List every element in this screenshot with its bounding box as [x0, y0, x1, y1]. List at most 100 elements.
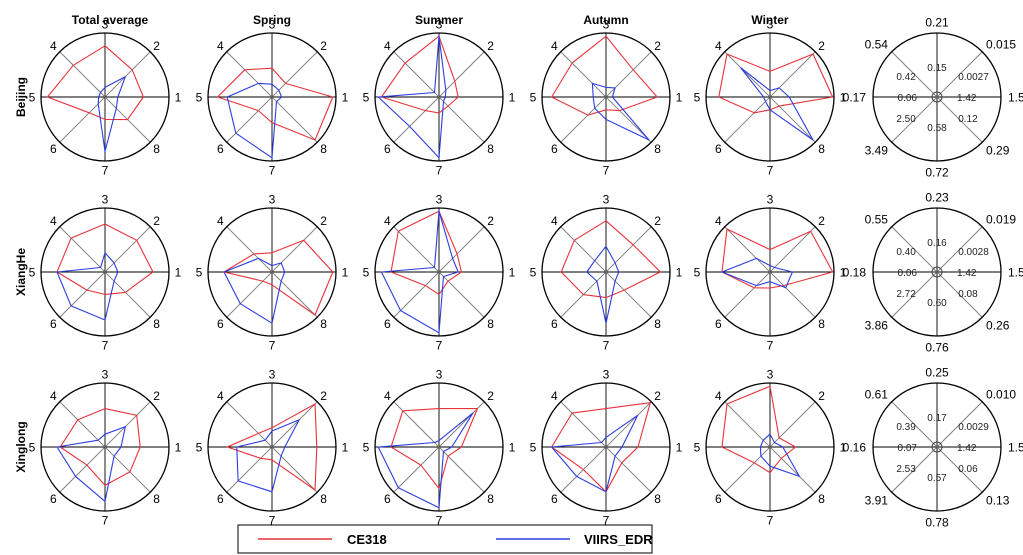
panel-beijing-autumn-axis-label-5: 5	[530, 91, 537, 105]
panel-xinglong-winter-axis-label-7: 7	[767, 514, 774, 528]
legend: CE318 VIIRS_EDR	[237, 524, 653, 554]
scale-xianghe-inner-value-1: 1.42	[957, 268, 977, 279]
panel-xinglong-autumn-axis-label-4: 4	[551, 389, 558, 403]
panel-beijing-spring: 1 2 3 4 5 6 7 8	[196, 18, 349, 178]
panel-beijing-summer-axis-label-8: 8	[487, 142, 494, 156]
panel-beijing-winter-axis-label-5: 5	[694, 91, 701, 105]
column-title-winter: Winter	[751, 13, 789, 27]
panel-xinglong-winter-spoke-4-8	[724, 401, 816, 493]
panel-beijing-winter-axis-label-1: 1	[840, 91, 847, 105]
panel-xinglong-autumn-spoke-4-8	[560, 401, 652, 493]
scale-xinglong-inner-value-7: 0.57	[927, 473, 947, 484]
scale-beijing-outer-value-6: 3.49	[865, 144, 889, 158]
panel-xinglong-winter-series-ce318	[721, 385, 797, 474]
scale-xinglong-outer-value-5: 0.16	[843, 441, 867, 455]
panel-xianghe-summer-axis-label-2: 2	[487, 214, 494, 228]
scale-xinglong-outer-value-4: 0.61	[865, 387, 889, 401]
panel-xinglong-summer-axis-label-7: 7	[436, 514, 443, 528]
column-title-total-average: Total average	[72, 13, 149, 27]
scale-xianghe-outer-value-5: 0.18	[843, 266, 867, 280]
panel-xinglong-summer-axis-label-5: 5	[363, 441, 370, 455]
panel-xianghe-total-average-axis-label-8: 8	[153, 317, 160, 331]
panel-beijing-spring-series-ce318	[217, 67, 334, 141]
panel-beijing-summer-series-ce318	[380, 35, 459, 114]
row-labels: Beijing XiangHe Xinglong	[14, 77, 28, 473]
scale-beijing-outer-value-3: 0.21	[925, 16, 949, 30]
panel-xianghe-autumn-axis-label-2: 2	[654, 214, 661, 228]
panel-xianghe-summer-axis-label-4: 4	[384, 214, 391, 228]
panel-xianghe-spring-axis-label-3: 3	[269, 193, 276, 207]
panel-xianghe-autumn-axis-label-8: 8	[654, 317, 661, 331]
panel-xinglong-summer-axis-label-2: 2	[487, 389, 494, 403]
panel-beijing-summer-axis-label-5: 5	[363, 91, 370, 105]
panel-beijing-total-average-axis-label-1: 1	[175, 91, 182, 105]
panel-beijing-total-average-spoke-4-8	[59, 51, 151, 143]
panel-xianghe-spring-axis-label-7: 7	[269, 339, 276, 353]
panel-xianghe-total-average-axis-label-6: 6	[50, 317, 57, 331]
scale-xianghe-outer-value-1: 1.52	[1008, 266, 1023, 280]
panel-xinglong-spring: 1 2 3 4 5 6 7 8	[196, 368, 349, 528]
panel-beijing-summer-axis-label-6: 6	[384, 142, 391, 156]
row-label-xianghe: XiangHe	[14, 248, 28, 296]
panel-xianghe-summer-axis-label-5: 5	[363, 266, 370, 280]
panel-xianghe-summer-axis-label-7: 7	[436, 339, 443, 353]
scale-beijing-inner-value-5: 0.06	[898, 93, 918, 104]
panel-xianghe-winter-axis-label-3: 3	[767, 193, 774, 207]
panel-beijing-total-average-outer-ring	[40, 32, 170, 162]
panel-xianghe-winter-axis-label-1: 1	[840, 266, 847, 280]
panel-xinglong-autumn-outer-ring	[541, 382, 671, 512]
panel-xianghe-spring: 1 2 3 4 5 6 7 8	[196, 193, 349, 353]
legend-label-ce318: CE318	[347, 532, 387, 547]
panel-beijing-total-average-series-viirs-edr	[97, 76, 126, 152]
scale-xianghe-inner-value-4: 0.40	[896, 247, 916, 258]
scale-beijing-inner-value-2: 0.0027	[958, 72, 989, 83]
scale-beijing-outer-value-8: 0.29	[986, 144, 1010, 158]
panel-xinglong-summer-series-viirs-edr	[377, 412, 474, 509]
scale-xianghe-inner-value-3: 0.16	[927, 238, 947, 249]
scale-xianghe-outer-value-7: 0.76	[925, 341, 949, 355]
panel-xinglong-spring-series-viirs-edr	[236, 419, 300, 493]
scale-xianghe: 1.52 0.019 0.23 0.55 0.18 3.86 0.76 0.26 1.42 0.0…	[843, 191, 1023, 355]
scale-xianghe-outer-value-3: 0.23	[925, 191, 949, 205]
panel-xinglong-total-average-axis-label-6: 6	[50, 492, 57, 506]
panel-xinglong-winter-axis-label-8: 8	[818, 492, 825, 506]
panel-xinglong-autumn-series-viirs-edr	[551, 414, 639, 493]
panel-beijing-autumn-axis-label-6: 6	[551, 142, 558, 156]
panel-xianghe-summer: 1 2 3 4 5 6 7 8	[363, 193, 516, 353]
panel-xinglong-autumn-axis-label-2: 2	[654, 389, 661, 403]
panel-xianghe-winter-axis-label-2: 2	[818, 214, 825, 228]
panel-beijing-total-average-axis-label-7: 7	[102, 164, 109, 178]
panel-xianghe-autumn-spoke-4-8	[560, 226, 652, 318]
scale-beijing-outer-value-2: 0.015	[986, 37, 1016, 51]
panel-xianghe-autumn-series-ce318	[560, 220, 661, 299]
row-label-beijing: Beijing	[14, 77, 28, 117]
panel-xinglong-winter-series-viirs-edr	[759, 433, 800, 477]
panel-beijing-spring-axis-label-4: 4	[217, 39, 224, 53]
panel-beijing-spring-spoke-4-8	[226, 51, 318, 143]
scale-xinglong-outer-value-6: 3.91	[865, 494, 889, 508]
scale-xinglong-inner-value-6: 2.53	[896, 464, 916, 475]
panel-xinglong-total-average-series-viirs-edr	[56, 426, 126, 502]
panel-beijing-summer-outer-ring	[374, 32, 504, 162]
panel-xinglong-spring-axis-label-6: 6	[217, 492, 224, 506]
panel-xinglong-total-average-spoke-4-8	[59, 401, 151, 493]
panel-beijing-spring-axis-label-8: 8	[320, 142, 327, 156]
panel-beijing-autumn-axis-label-1: 1	[676, 91, 683, 105]
scale-xinglong-outer-ring	[872, 382, 1002, 512]
panel-beijing-autumn-axis-label-7: 7	[603, 164, 610, 178]
panel-beijing-autumn-axis-label-4: 4	[551, 39, 558, 53]
panel-xinglong-autumn-axis-label-1: 1	[676, 441, 683, 455]
panel-xianghe-autumn-outer-ring	[541, 207, 671, 337]
panel-xianghe-autumn-axis-label-3: 3	[603, 193, 610, 207]
panel-xinglong-spring-axis-label-2: 2	[320, 389, 327, 403]
panel-xinglong-total-average-axis-label-3: 3	[102, 368, 109, 382]
scale-xianghe-inner-value-6: 2.72	[896, 289, 916, 300]
panel-xianghe-spring-axis-label-5: 5	[196, 266, 203, 280]
panel-beijing-spring-axis-label-1: 1	[342, 91, 349, 105]
scale-beijing-outer-value-1: 1.53	[1008, 91, 1023, 105]
panel-beijing-summer-axis-label-4: 4	[384, 39, 391, 53]
panel-xinglong-winter-outer-ring	[705, 382, 835, 512]
scale-xianghe-inner-value-8: 0.08	[958, 289, 978, 300]
panel-xianghe-winter-axis-label-7: 7	[767, 339, 774, 353]
